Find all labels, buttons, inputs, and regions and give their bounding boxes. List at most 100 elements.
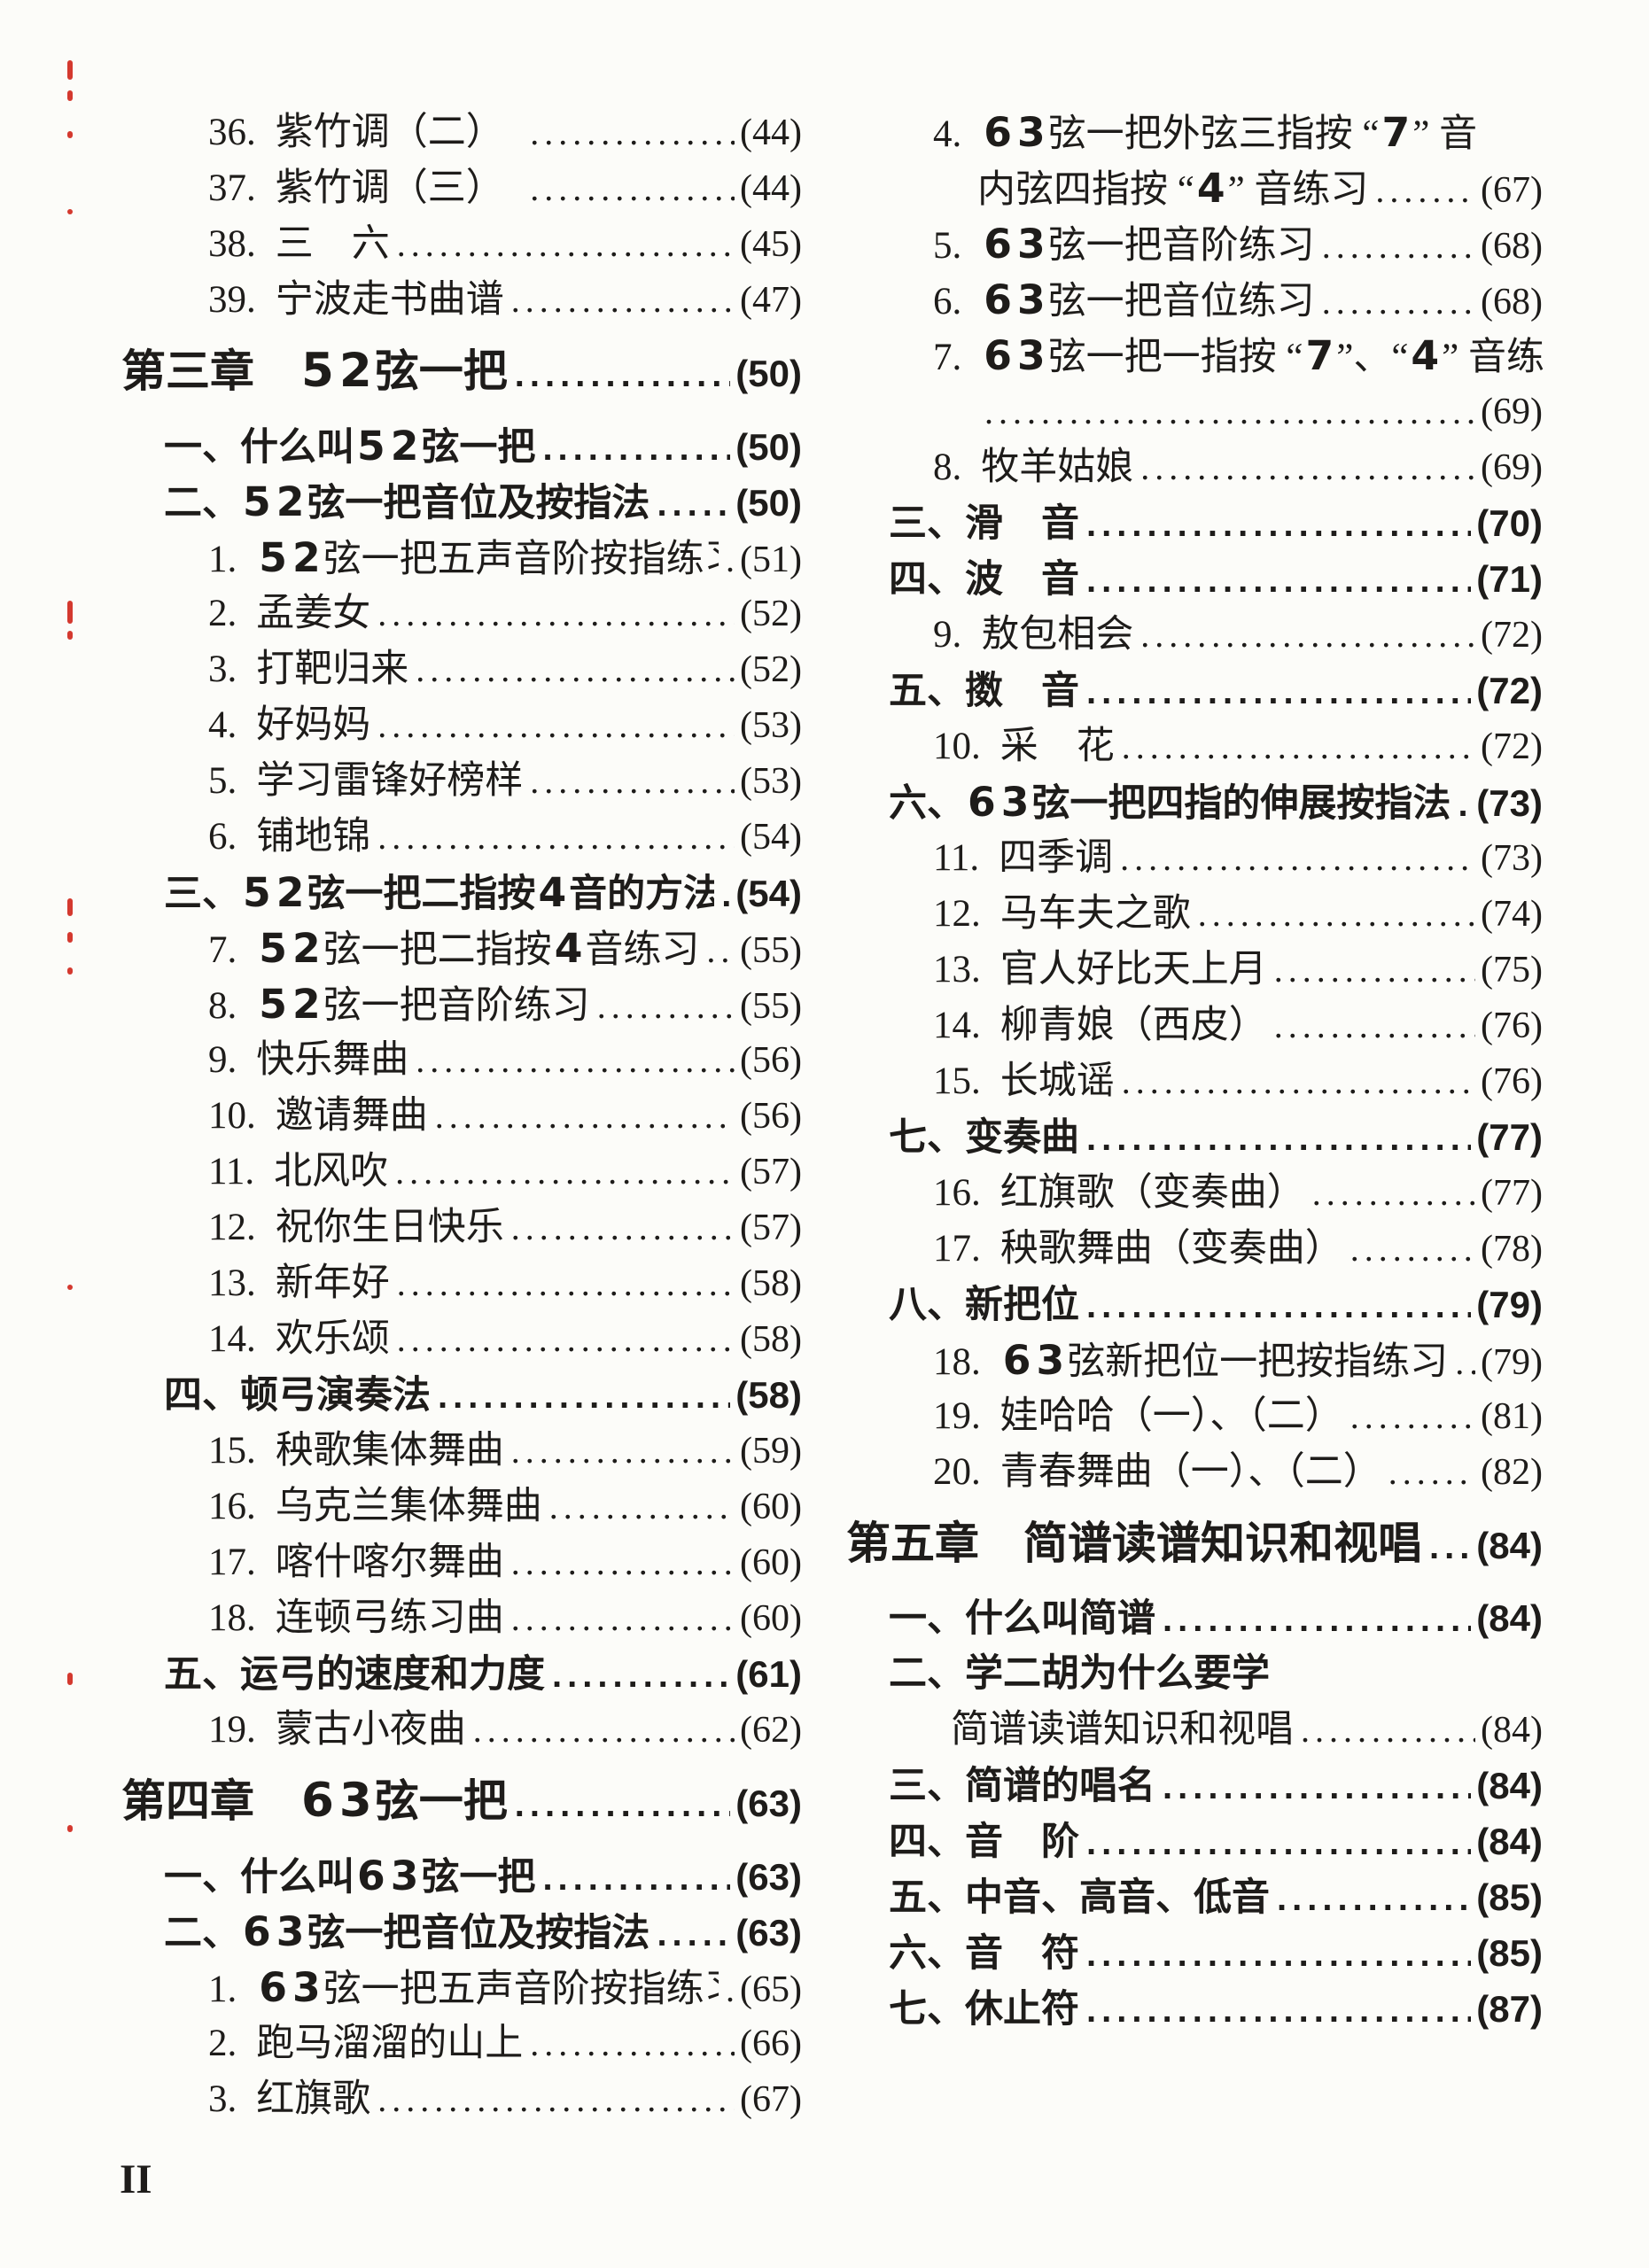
entry-text: 四季调 [999,837,1114,879]
leader-dots [397,1255,735,1311]
page-number: (56) [740,1040,802,1081]
page-number: (81) [1481,1396,1543,1437]
page-number: (58) [740,1319,802,1360]
entry-text: 七、变奏曲 [889,1116,1079,1159]
toc-entry: 17. 秧歌舞曲（变奏曲） (78) [846,1221,1543,1277]
page-number: (50) [735,482,802,524]
entry-text: 三、滑 音 [889,502,1079,545]
entry-number: 2. [208,2023,237,2064]
jianpu-digit: 6 [968,774,996,830]
entry-text: 乌克兰集体舞曲 [275,1486,542,1527]
scan-artifact-dash [67,1673,73,1685]
leader-dots [1086,1815,1471,1871]
leader-dots [377,809,735,865]
entry-text: 5 2弦一把二指按4音练习 [256,920,699,978]
page-number: (57) [740,1208,802,1248]
leader-dots [542,421,730,477]
entry-text: 官人好比天上月 [1000,949,1267,990]
entry-text: 6 3弦一把音位练习 [981,272,1314,330]
toc-entry: 39. 宁波走书曲谱 (47) [121,272,802,328]
toc-entry: 36. 紫竹调（二） (44) [121,105,802,160]
entry-text: 五、中音、高音、低音 [889,1876,1270,1919]
entry-text: 跑马溜溜的山上 [256,2023,524,2064]
page-number: (55) [740,986,802,1027]
entry-text: 青春舞曲（一）、（二） [1000,1451,1381,1493]
entry-text: 六、6 3弦一把四指的伸展按指法 [889,774,1451,832]
jianpu-digit: 6 [984,272,1012,328]
toc-entry: 16. 红旗歌（变奏曲） (77) [846,1165,1543,1221]
jianpu-digit: 6 [984,328,1012,384]
entry-text: 二、学二胡为什么要学 [889,1652,1270,1695]
entry-text: 内弦四指按 “4” 音练习 [977,160,1368,218]
toc-column-left: 36.紫竹调（二） (44)37.紫竹调（三） (44)38.三 六(45)39… [121,105,802,2127]
toc-entry: 二、学二胡为什么要学 [846,1646,1543,1702]
toc-entry: 9. 敖包相会 (72) [846,607,1543,663]
jianpu-digit: 5 [357,418,385,474]
jianpu-digit: 3 [1036,1337,1065,1384]
leader-dots [552,1648,730,1704]
entry-text: 红旗歌 [256,2078,371,2120]
entry-text: 二、6 3弦一把音位及按指法 [164,1904,649,1961]
entry-number: 9. [933,614,962,656]
leader-dots [1277,1871,1471,1927]
leader-dots [549,1479,735,1534]
jianpu-digit: 3 [1016,276,1046,323]
leader-dots [515,346,731,404]
page-number: (55) [740,930,802,971]
entry-number: 8. [933,447,962,488]
page-number: (60) [740,1542,802,1583]
entry-number: 11. [933,837,980,879]
page-number: (84) [1476,1597,1543,1639]
entry-number: 4. [208,704,237,746]
leader-dots [1140,439,1475,495]
leader-dots [657,477,730,532]
entry-number: 2. [208,593,237,634]
entry-number: 20. [933,1451,981,1493]
footer-page-number: II [120,2156,152,2202]
entry-text: 六、音 符 [889,1932,1079,1975]
jianpu-digit: 5 [259,530,287,586]
page-number: (79) [1476,1284,1543,1325]
toc-entry: 4. 好妈妈 (53) [121,697,802,753]
page-number: (60) [740,1487,802,1527]
toc-entry: 9. 快乐舞曲 (56) [121,1032,802,1088]
page-number: (58) [740,1263,802,1304]
leader-dots [1122,1053,1475,1109]
leader-dots [657,1907,730,1962]
page-number: (78) [1481,1229,1543,1270]
page-number: (44) [740,113,802,153]
entry-text: 5 2弦一把音阶练习 [256,976,589,1034]
page-number: (87) [1476,1988,1543,2030]
leader-dots [530,2016,735,2071]
entry-text: 马车夫之歌 [1000,893,1191,935]
entry-number: 17. [208,1542,256,1583]
leader-dots [416,1032,735,1088]
entry-text: 敖包相会 [981,614,1134,656]
entry-number: 10. [933,726,981,767]
entry-number: 8. [208,985,237,1027]
page-number: (71) [1476,558,1543,600]
jianpu-digit: 2 [292,534,321,581]
scan-artifact-dash [67,898,73,916]
leader-dots [1312,1165,1475,1221]
page-number: (58) [735,1374,802,1416]
toc-entry: 五、中音、高音、低音 (85) [846,1869,1543,1925]
entry-text: 三、简谱的唱名 [889,1765,1155,1807]
entry-text: 打靶归来 [256,649,409,690]
toc-entry: 简谱读谱知识和视唱 (84) [846,1702,1543,1758]
leader-dots [726,532,735,587]
toc-entry: 内弦四指按 “4” 音练习 (67) [846,160,1543,216]
entry-number: 12. [933,893,981,935]
entry-number: 6. [933,281,962,322]
entry-text: 5 2弦一把五声音阶按指练习 [256,530,719,587]
toc-entry: 五、运弓的速度和力度 (61) [121,1646,802,1702]
jianpu-digit: 5 [301,342,334,400]
entry-text: 五、运弓的速度和力度 [164,1653,545,1696]
page-number: (84) [1476,1525,1543,1566]
toc-entry: 2. 孟姜女 (52) [121,586,802,641]
entry-text: 简谱读谱知识和视唱 [951,1709,1294,1751]
